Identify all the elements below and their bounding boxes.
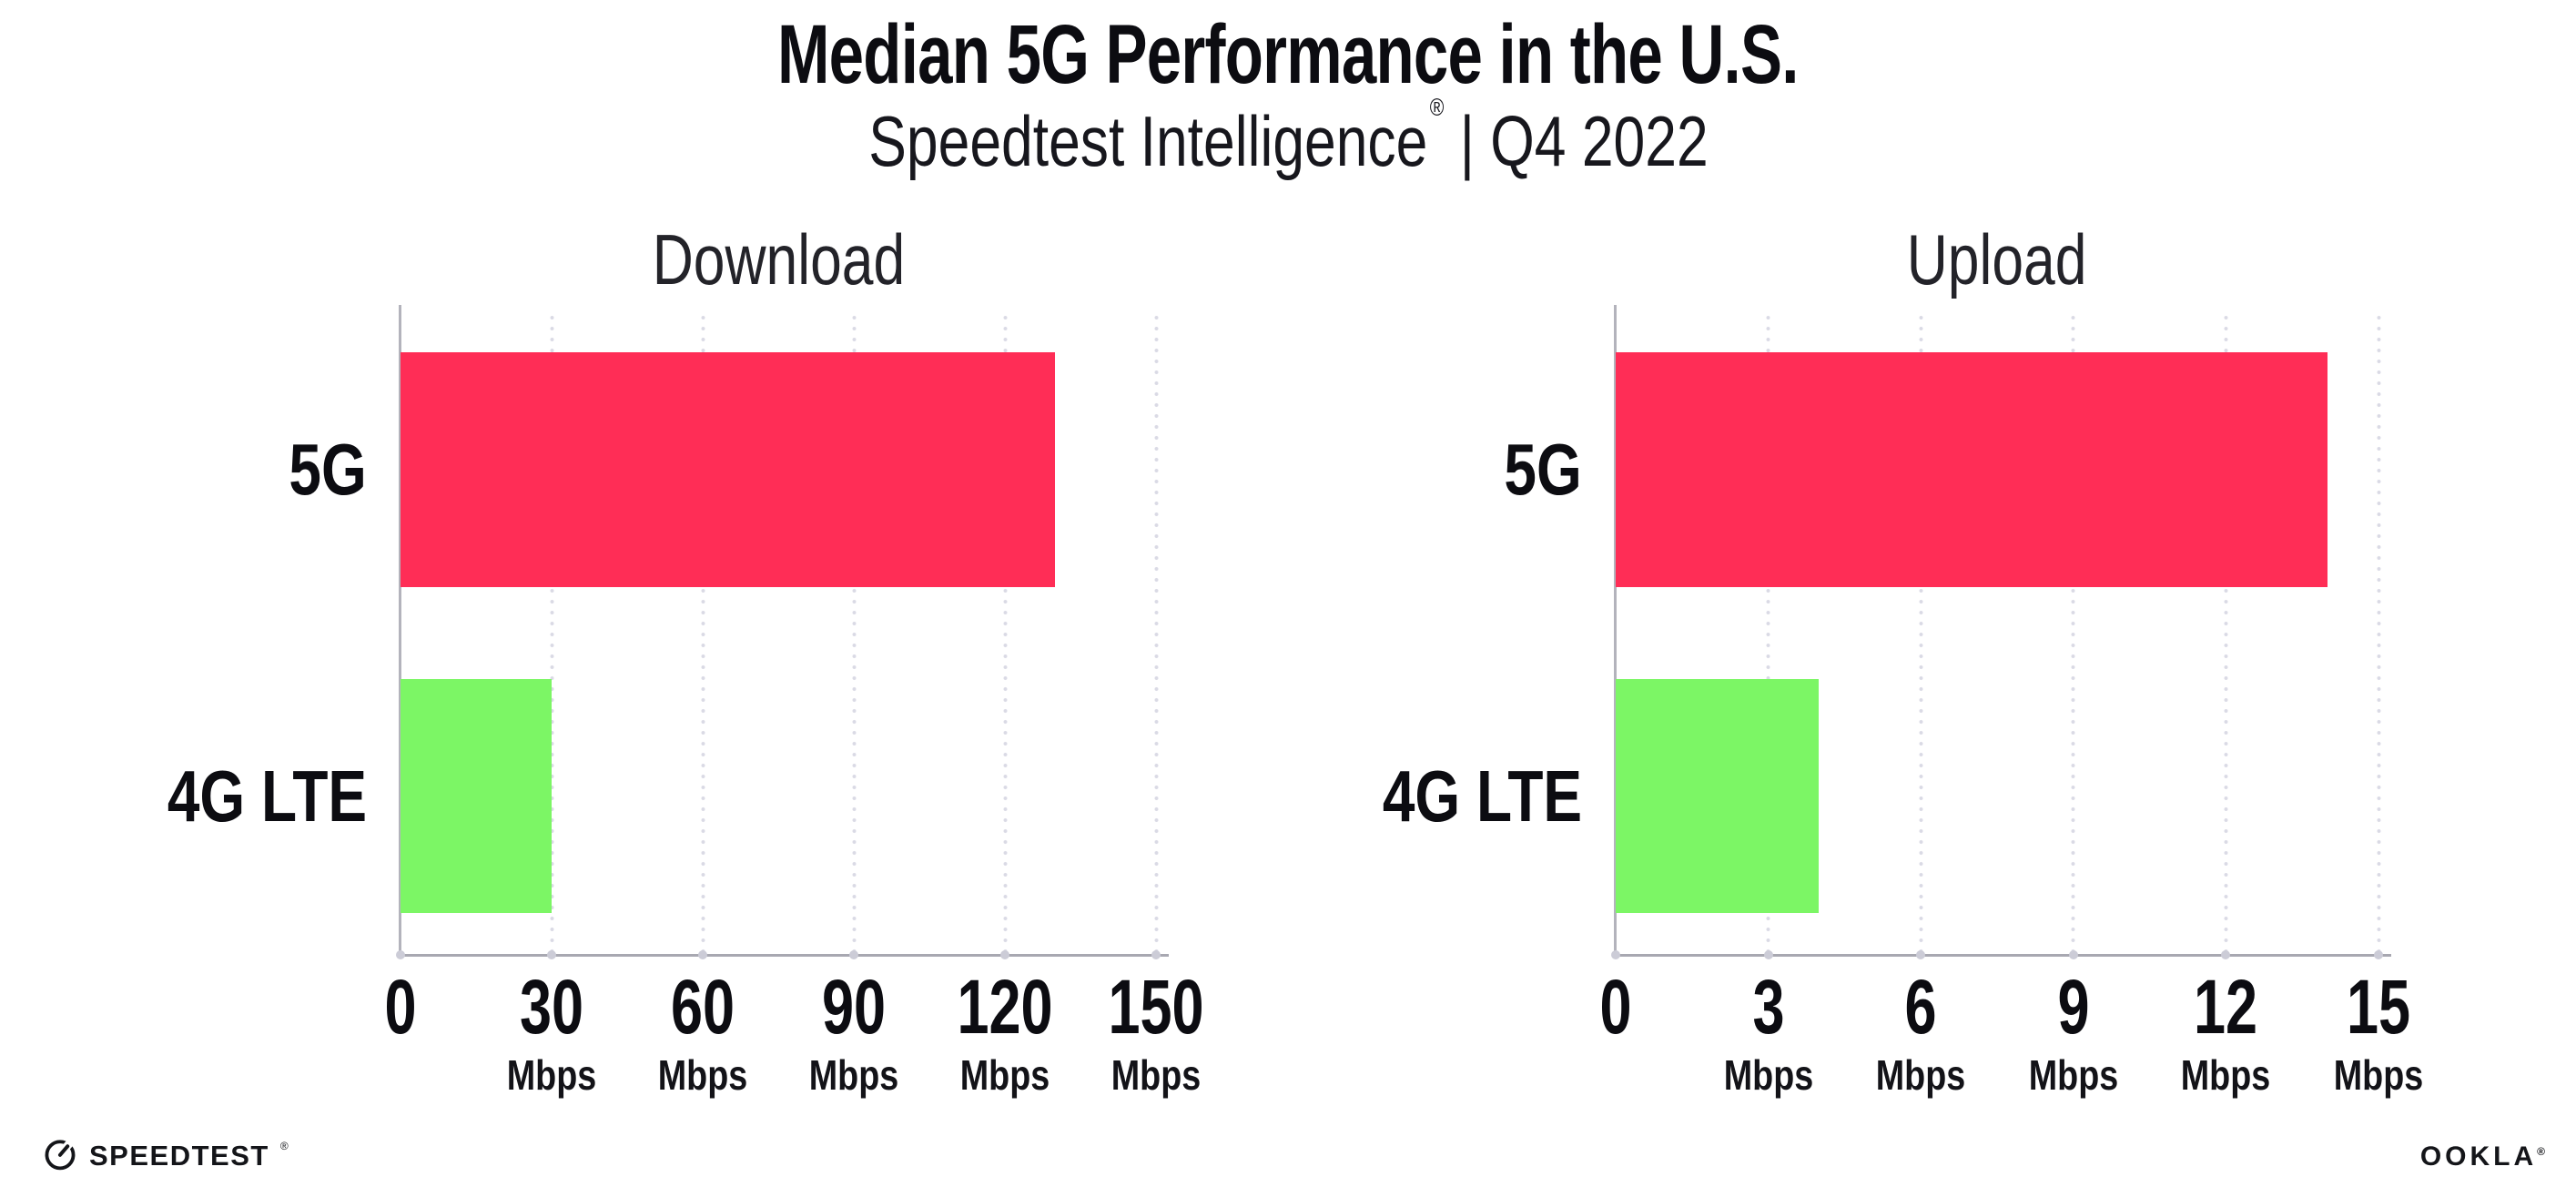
gridline [1153,312,1159,954]
category-labels: 5G 4G LTE [80,305,367,954]
download-chart-panel: Download 5G 4G LTE 0 30 Mbps 60 Mbps 90 Mbps 120… [167,0,1204,1197]
gridline [700,312,705,954]
x-tick-label: 0 [264,969,537,1045]
x-axis-line [399,954,1169,957]
tick-value: 150 [1108,964,1204,1050]
plot-area [1611,305,2383,959]
category-label-text: 5G [1504,429,1582,510]
x-tick-label: 6 Mbps [1784,969,2057,1096]
upload-subplot-title: Upload [1543,224,2451,295]
axis-tick-dot [1763,950,1773,959]
category-labels: 5G 4G LTE [1295,305,1582,954]
x-tick-label: 12 Mbps [2089,969,2362,1096]
tick-value: 90 [821,964,887,1050]
gridline [1766,312,1771,954]
axis-tick-dot [2374,950,2383,959]
category-label: 5G [269,433,367,506]
tick-value: 12 [2194,964,2258,1050]
tick-value: 60 [670,964,735,1050]
ookla-wordmark: OOKLA [2419,1141,2538,1172]
tick-value: 30 [519,964,584,1050]
subtitle-period: | Q4 2022 [1443,101,1709,181]
gridline [851,312,857,954]
plot-area [396,305,1161,959]
axis-tick-dot [1611,950,1620,959]
x-tick-label: 3 Mbps [1632,969,1905,1096]
tick-unit: Mbps [1723,1051,1813,1099]
tick-value: 6 [1904,964,1937,1050]
x-tick-label: 15 Mbps [2242,969,2515,1096]
category-label-text: 5G [289,429,367,510]
tick-value: 0 [1599,964,1632,1050]
axis-tick-dot [2068,950,2078,959]
axis-tick-dot [2221,950,2231,959]
bar-5g [401,352,1056,587]
upload-chart-panel: Upload 5G 4G LTE 0 3 Mbps 6 Mbps 9 Mbps 12 Mbps 15… [1383,0,2424,1197]
gridline [1002,312,1008,954]
axis-tick-dot [849,950,858,959]
x-tick-label: 30 Mbps [415,969,688,1096]
x-axis-ticks: 0 30 Mbps 60 Mbps 90 Mbps 120 Mbps 150 Mbps [384,969,1203,1178]
bar-5g [1616,352,2328,587]
tick-unit: Mbps [808,1051,899,1099]
tick-value: 120 [957,964,1053,1050]
y-axis-line [1614,305,1617,957]
page-subtitle-text: Speedtest Intelligence® | Q4 2022 [868,96,1708,177]
page-subtitle: Speedtest Intelligence® | Q4 2022 [0,96,2576,177]
axis-tick-dot [1916,950,1926,959]
gridline [549,312,554,954]
registered-mark: ® [1429,94,1444,122]
ookla-registered-mark: ® [2537,1145,2545,1158]
x-axis-line [1614,954,2391,957]
tick-unit: Mbps [2028,1051,2119,1099]
tick-unit: Mbps [657,1051,748,1099]
speedtest-registered-mark: ® [279,1139,289,1152]
tick-value: 0 [384,964,417,1050]
x-axis-ticks: 0 3 Mbps 6 Mbps 9 Mbps 12 Mbps 15 Mbps [1599,969,2423,1178]
category-label-text: 4G LTE [1382,756,1582,837]
axis-tick-dot [698,950,707,959]
category-label: 4G LTE [1333,760,1582,833]
tick-value: 15 [2346,964,2411,1050]
x-tick-label: 0 [1479,969,1752,1045]
tick-value: 9 [2057,964,2090,1050]
download-subplot-title: Download [328,224,1229,295]
gridline [2071,312,2076,954]
axis-tick-dot [547,950,556,959]
x-tick-label: 120 Mbps [868,969,1141,1096]
y-axis-line [399,305,401,957]
tick-unit: Mbps [1111,1051,1202,1099]
download-subplot-title-text: Download [652,219,905,299]
speedtest-logo: SPEEDTEST ® [42,1135,289,1176]
category-label: 4G LTE [117,760,367,833]
tick-value: 3 [1752,964,1785,1050]
gridline [1918,312,1923,954]
speedtest-wordmark: SPEEDTEST [89,1140,269,1172]
subtitle-brand: Speedtest Intelligence [867,101,1427,181]
bar-4g-lte [401,679,552,913]
tick-unit: Mbps [506,1051,597,1099]
tick-unit: Mbps [2333,1051,2424,1099]
axis-tick-dot [1151,950,1161,959]
axis-tick-dot [396,950,405,959]
x-tick-label: 150 Mbps [1019,969,1293,1096]
ookla-logo: OOKLA® [2420,1143,2545,1171]
tick-unit: Mbps [1875,1051,1966,1099]
tick-unit: Mbps [2181,1051,2271,1099]
x-tick-label: 9 Mbps [1937,969,2210,1096]
gridline [2376,312,2381,954]
x-tick-label: 90 Mbps [717,969,990,1096]
category-label-text: 4G LTE [167,756,367,837]
axis-tick-dot [1000,950,1009,959]
speedtest-gauge-icon [42,1135,78,1176]
page-title: Median 5G Performance in the U.S. [0,13,2576,96]
tick-unit: Mbps [959,1051,1050,1099]
bar-4g-lte [1616,679,1820,913]
x-tick-label: 60 Mbps [566,969,839,1096]
page-title-text: Median 5G Performance in the U.S. [777,8,1799,101]
category-label: 5G [1485,433,1582,506]
upload-subplot-title-text: Upload [1907,219,2087,299]
gridline [2223,312,2228,954]
